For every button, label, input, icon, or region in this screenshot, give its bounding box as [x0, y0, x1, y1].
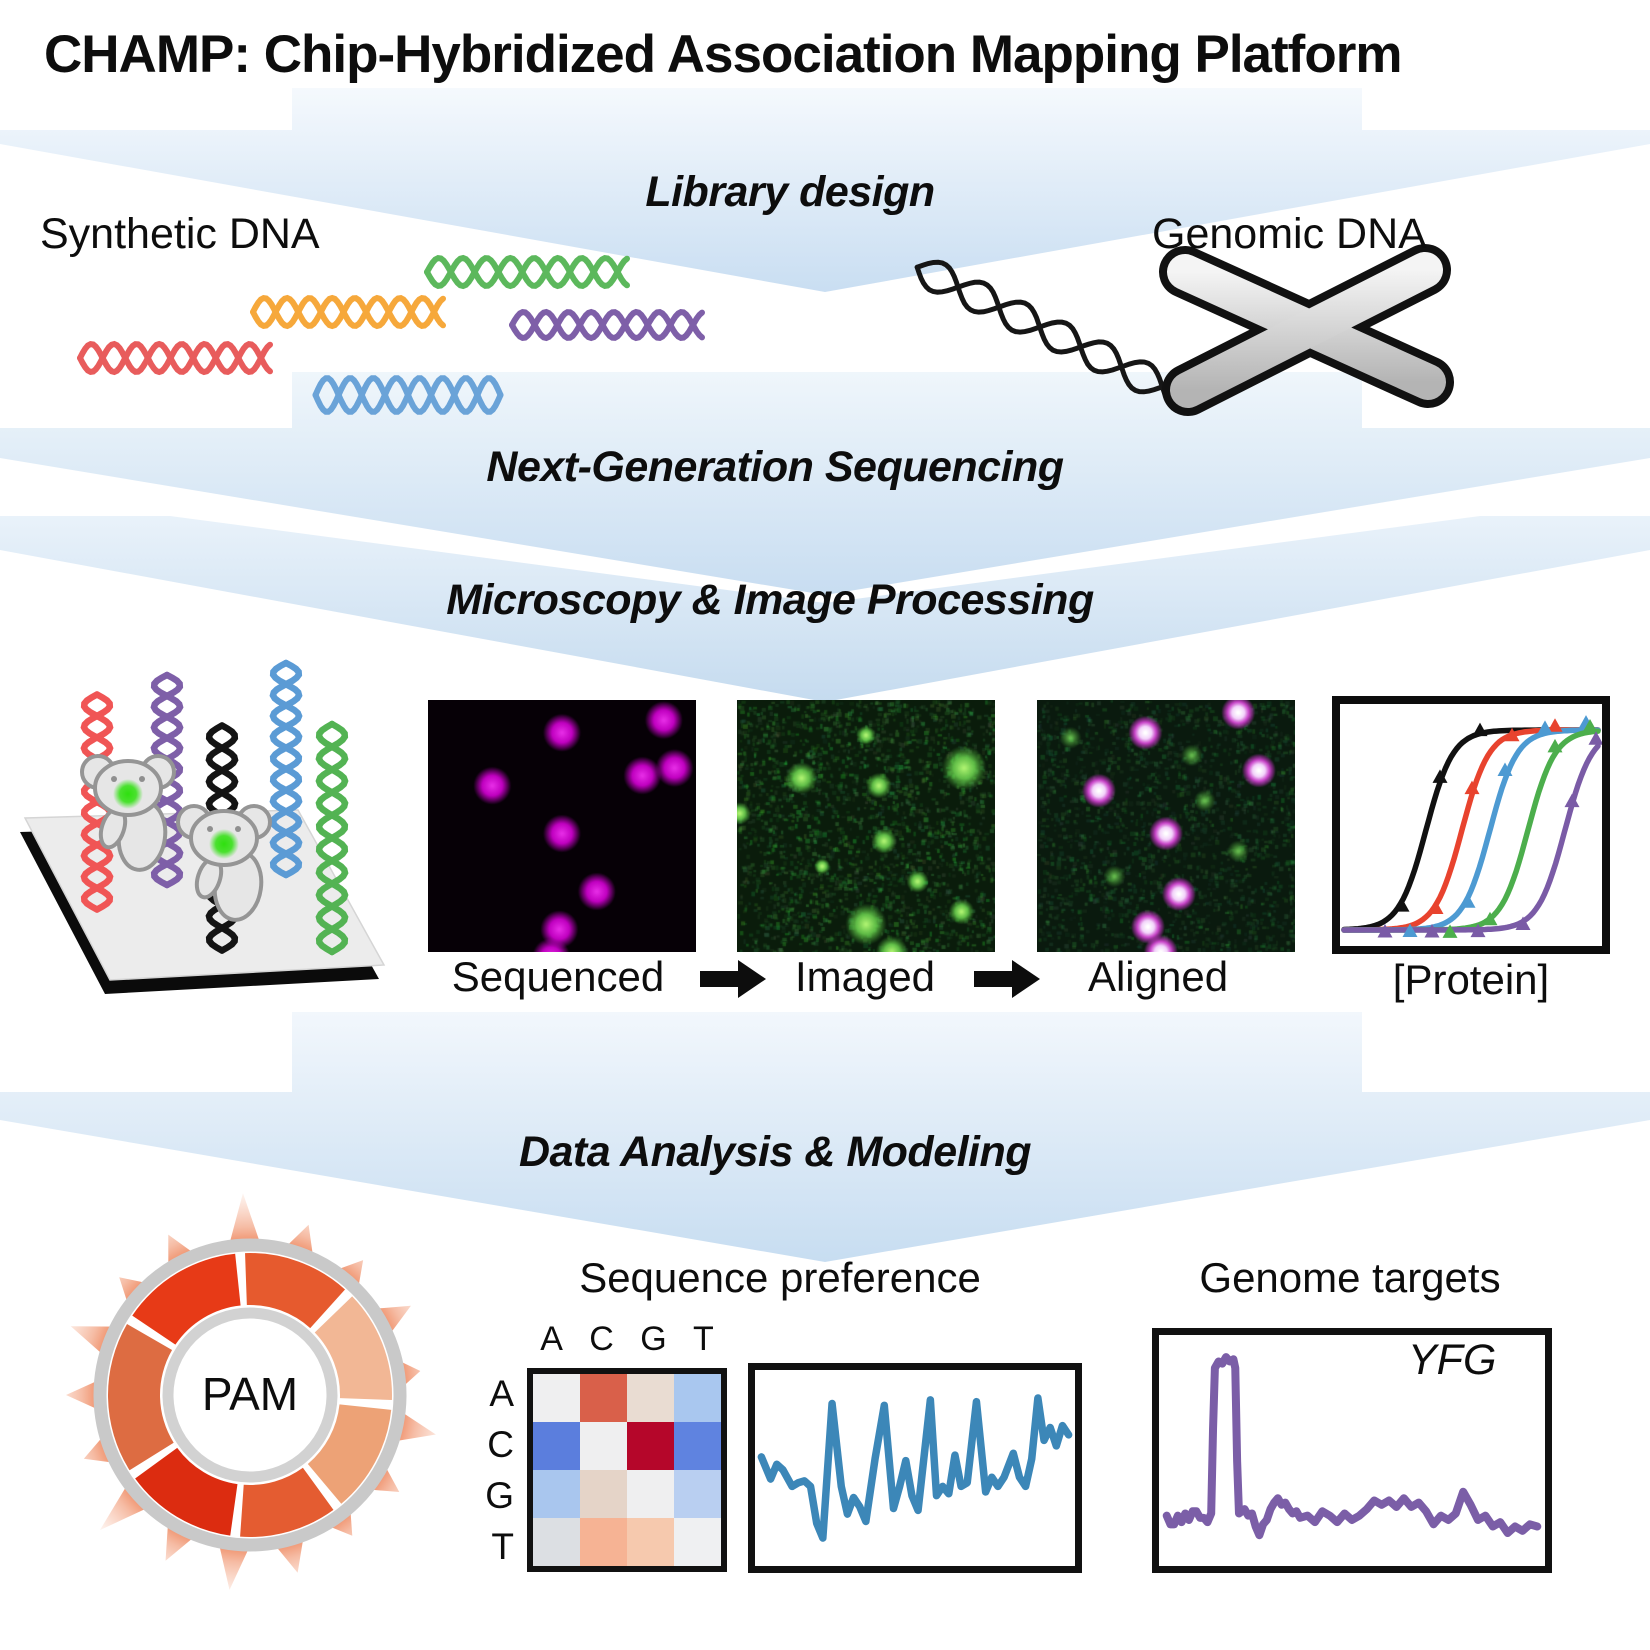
heatmap-cell — [674, 1470, 721, 1518]
fluorescence-glow — [113, 779, 143, 809]
chromosome-icon — [1159, 244, 1454, 416]
binding-curve-plot — [1332, 696, 1610, 954]
gene-label: YFG — [1408, 1336, 1497, 1384]
heatmap-col-label: G — [640, 1320, 667, 1358]
banner-analysis: Data Analysis & Modeling — [518, 1128, 1032, 1176]
heatmap-col-label: C — [589, 1320, 614, 1358]
heatmap-cell — [674, 1374, 721, 1422]
heatmap-cell — [627, 1518, 674, 1566]
synthetic-dna-helices — [77, 254, 705, 415]
heatmap-row-label: A — [489, 1372, 514, 1414]
protein-axis-label: [Protein] — [1392, 956, 1550, 1003]
heatmap-cell — [580, 1470, 627, 1518]
step-label-aligned: Aligned — [1087, 953, 1229, 1000]
heatmap-cell — [674, 1422, 721, 1470]
heatmap-col-label: A — [540, 1320, 563, 1358]
band-library-design — [0, 88, 1650, 292]
step-label-sequenced: Sequenced — [451, 953, 665, 1000]
heatmap-cell — [627, 1470, 674, 1518]
banner-sequencing: Next-Generation Sequencing — [486, 443, 1064, 491]
genomic-dna-label: Genomic DNA — [1152, 210, 1427, 258]
heatmap-row-label: T — [491, 1525, 514, 1567]
heatmap-cell — [580, 1374, 627, 1422]
fluorescence-glow — [209, 829, 239, 859]
heatmap-cell — [627, 1422, 674, 1470]
pam-label: PAM — [201, 1368, 299, 1420]
arrow-right-icon — [700, 960, 766, 998]
band-microscopy — [0, 516, 1650, 702]
synthetic-dna-label: Synthetic DNA — [40, 210, 320, 258]
band-sequencing — [0, 372, 1650, 595]
genome-targets-plot — [1152, 1328, 1552, 1573]
heatmap-cell — [533, 1422, 580, 1470]
aligned-overlay-image — [1037, 700, 1295, 952]
protein-icon — [80, 754, 176, 872]
protein-icon — [176, 804, 272, 922]
pam-wheel — [66, 1193, 436, 1590]
step-label-imaged: Imaged — [794, 953, 936, 1000]
sequence-preference-title: Sequence preference — [579, 1254, 981, 1301]
heatmap-cell — [627, 1374, 674, 1422]
heatmap-col-label: T — [693, 1320, 714, 1358]
sequenced-cluster-image — [428, 700, 696, 952]
imaged-fluorescence-image — [737, 700, 995, 952]
page-title: CHAMP: Chip-Hybridized Association Mappi… — [44, 25, 1402, 84]
heatmap-row-label: G — [485, 1474, 514, 1516]
genomic-dna-ribbon — [914, 259, 1196, 415]
sequence-preference-heatmap — [527, 1368, 727, 1572]
banner-library-design: Library design — [645, 168, 935, 216]
heatmap-cell — [580, 1422, 627, 1470]
banner-microscopy: Microscopy & Image Processing — [446, 576, 1094, 624]
heatmap-cell — [674, 1518, 721, 1566]
heatmap-cell — [580, 1518, 627, 1566]
genome-targets-title: Genome targets — [1199, 1254, 1501, 1301]
heatmap-row-label: C — [487, 1423, 514, 1465]
heatmap-cell — [533, 1518, 580, 1566]
sequence-preference-plot — [748, 1363, 1082, 1573]
band-analysis — [0, 1012, 1650, 1262]
heatmap-cell — [533, 1374, 580, 1422]
heatmap-cell — [533, 1470, 580, 1518]
arrow-right-icon — [974, 960, 1040, 998]
